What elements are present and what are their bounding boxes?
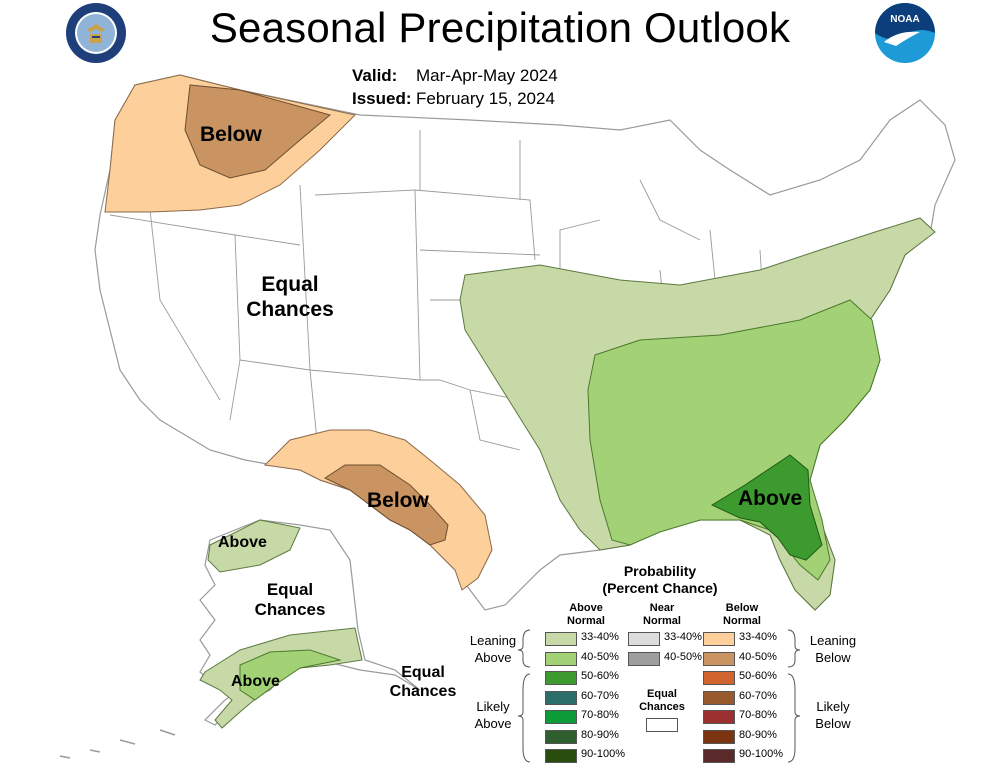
legend-above-swatch-3 — [545, 690, 577, 705]
sw-below-likely — [323, 464, 449, 546]
legend-near-swatch-0 — [628, 632, 660, 646]
nw-below-likely — [184, 84, 332, 179]
legend-above-swatch-6 — [545, 749, 577, 763]
legend-above-label-2: 50-60% — [581, 670, 619, 682]
legend-near-label-1: 40-50% — [664, 650, 702, 663]
label-ak-equal-east-line1: Equal — [401, 664, 445, 681]
issued-label: Issued: — [352, 89, 412, 108]
legend-above-label-6: 90-100% — [581, 748, 626, 760]
label-ak-above-north: Above — [218, 534, 267, 551]
legend-likely-above: Likely Above — [474, 699, 512, 731]
legend-near-swatch-1 — [628, 651, 660, 666]
legend-below-label-3: 60-70% — [739, 689, 777, 702]
department-of-commerce-seal-icon — [66, 3, 126, 63]
legend-equal-chances: Equal Chances — [639, 688, 685, 713]
valid-label: Valid: — [352, 66, 398, 85]
valid-value: Mar-Apr-May 2024 — [416, 66, 558, 85]
label-above-southeast: Above — [738, 487, 803, 510]
outlook-meta: Valid: Mar-Apr-May 2024 Issued: February 1… — [352, 64, 558, 110]
label-ak-above-south: Above — [231, 673, 280, 690]
legend-above-label-1: 40-50% — [581, 650, 619, 663]
label-ak-equal-line1: Equal — [266, 580, 314, 599]
legend-below-swatch-4 — [703, 710, 735, 724]
label-equal-west-line1: Equal — [261, 273, 319, 296]
legend-below-swatch-1 — [703, 651, 735, 666]
legend-above-swatch-2 — [545, 671, 577, 685]
legend-below-label-0: 33-40% — [739, 631, 777, 643]
aleutians — [59, 729, 176, 759]
legend-above-swatch-4 — [545, 710, 577, 724]
label-equal-west: Equal Chances — [235, 272, 345, 322]
legend-below-swatch-0 — [703, 632, 735, 646]
legend-below-swatch-5 — [703, 729, 735, 744]
legend-title: Probability (Percent Chance) — [595, 563, 725, 597]
legend-above-label-5: 80-90% — [581, 728, 619, 741]
legend-above-label-3: 60-70% — [581, 689, 619, 702]
legend-below-label-1: 40-50% — [739, 650, 777, 663]
legend-swatch-equal — [646, 718, 678, 732]
noaa-logo-icon: NOAA — [875, 3, 935, 63]
legend-above-swatch-1 — [545, 651, 577, 666]
legend-near-label-0: 33-40% — [664, 631, 702, 643]
legend-title-line1: Probability — [623, 563, 697, 579]
legend-likely-below: Likely Below — [815, 699, 851, 731]
legend-head-below: Below Normal — [723, 602, 761, 627]
legend-below-label-5: 80-90% — [739, 728, 777, 741]
legend-above-label-4: 70-80% — [581, 709, 619, 721]
page-title: Seasonal Precipitation Outlook — [209, 4, 791, 51]
noaa-logo-text: NOAA — [890, 14, 919, 25]
legend-below-swatch-2 — [703, 671, 735, 685]
legend-above-label-0: 33-40% — [581, 631, 619, 643]
legend-head-near: Near Normal — [643, 602, 681, 627]
legend-below-swatch-3 — [703, 690, 735, 705]
legend-below-label-6: 90-100% — [739, 748, 784, 760]
legend-head-above: Above Normal — [567, 602, 605, 627]
legend-below-label-4: 70-80% — [739, 709, 777, 721]
legend-below-swatch-6 — [703, 749, 735, 763]
legend-leaning-above: Leaning Above — [469, 633, 517, 665]
label-below-northwest: Below — [200, 123, 262, 146]
alaska-above-south-likely — [239, 649, 342, 701]
alaska-above-north — [207, 519, 301, 573]
label-ak-equal: Equal Chances — [245, 580, 335, 621]
legend-leaning-below: Leaning Below — [809, 633, 857, 665]
issued-value: February 15, 2024 — [416, 89, 555, 108]
label-equal-west-line2: Chances — [246, 298, 334, 322]
label-ak-equal-line2: Chances — [254, 600, 326, 620]
legend-above-swatch-0 — [545, 632, 577, 646]
label-ak-equal-east-line2: Chances — [389, 683, 457, 701]
legend-title-line2: (Percent Chance) — [602, 580, 718, 596]
legend-below-label-2: 50-60% — [739, 670, 777, 682]
se-above-likely — [710, 454, 823, 561]
label-below-southwest: Below — [367, 489, 429, 512]
legend-above-swatch-5 — [545, 729, 577, 744]
label-ak-equal-east: Equal Chances — [383, 663, 463, 701]
